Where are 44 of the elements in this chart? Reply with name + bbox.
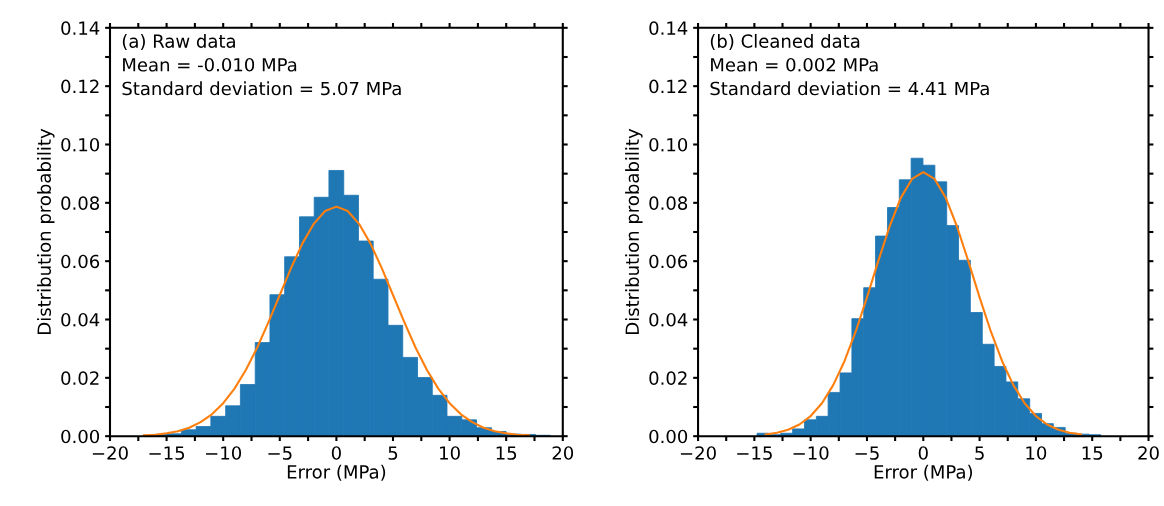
x-tick-label: 5 (975, 446, 984, 460)
y-tick-label: 0.14 (649, 21, 688, 35)
y-tick-label: 0.14 (61, 21, 100, 35)
y-tick-label: 0.12 (61, 79, 99, 94)
y-tick-label: 0.10 (649, 137, 688, 152)
y-tick-label: 0.12 (649, 79, 687, 94)
x-tick-label: 15 (1082, 446, 1103, 460)
x-tick-label: −10 (793, 446, 829, 460)
y-tick-label: 0.08 (649, 196, 688, 210)
annotation: Mean = 0.002 MPa (711, 57, 878, 72)
x-tick-label: 15 (496, 446, 517, 460)
y-tick-label: 0.06 (649, 254, 688, 269)
y-tick-label: 0.00 (61, 429, 100, 444)
x-tick-label: −10 (206, 446, 242, 460)
annotation: (a) Raw data (122, 33, 235, 51)
y-tick-label: 0.10 (61, 137, 100, 152)
y-tick-label: 0.00 (649, 429, 688, 444)
x-tick-label: 5 (388, 446, 398, 460)
x-tick-label: 0 (331, 446, 341, 460)
x-axis-title: Error (MPa) (287, 464, 386, 481)
annotation: Standard deviation = 5.07 MPa (122, 81, 401, 96)
x-tick-label: 20 (552, 446, 574, 460)
y-tick-label: 0.04 (61, 312, 100, 327)
x-tick-label: 0 (918, 446, 928, 460)
x-tick-label: −5 (855, 446, 879, 460)
x-tick-label: −15 (737, 446, 772, 460)
y-tick-label: 0.02 (61, 371, 99, 385)
x-tick-label: −15 (149, 446, 185, 460)
x-tick-label: −20 (92, 446, 128, 460)
y-axis-title: Distribution probability (625, 128, 643, 334)
x-tick-label: 10 (1026, 446, 1047, 460)
x-tick-label: −20 (680, 446, 716, 460)
annotation: Standard deviation = 4.41 MPa (710, 81, 989, 96)
y-tick-label: 0.04 (649, 312, 688, 327)
x-tick-label: 10 (440, 446, 460, 460)
y-tick-label: 0.06 (61, 254, 100, 269)
y-axis-title: Distribution probability (37, 128, 55, 334)
y-tick-label: 0.02 (649, 371, 687, 385)
x-axis-title: Error (MPa) (874, 464, 973, 481)
x-tick-label: −5 (268, 446, 292, 460)
x-tick-label: 20 (1138, 446, 1159, 460)
y-tick-label: 0.08 (61, 196, 100, 210)
annotation: Mean = -0.010 MPa (123, 57, 297, 72)
annotation: (b) Cleaned data (710, 33, 860, 51)
